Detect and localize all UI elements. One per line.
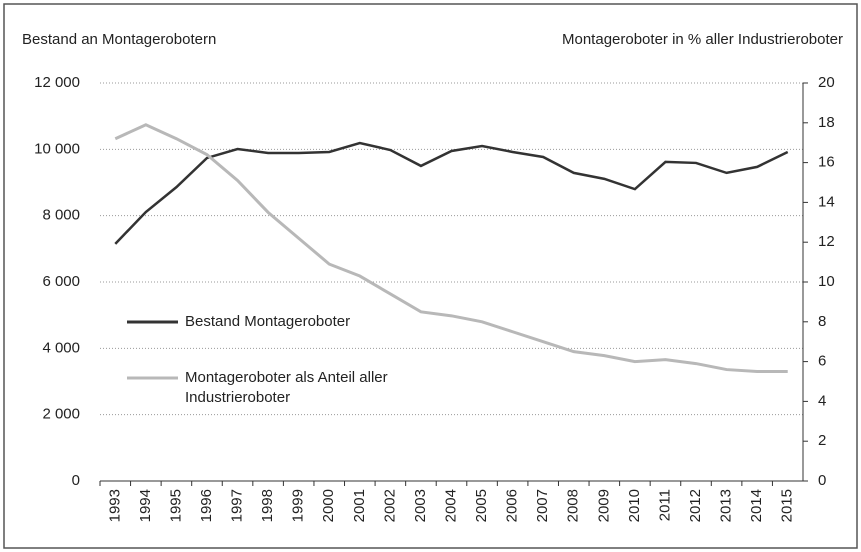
- y-axis-title: Bestand an Montagerobotern: [22, 31, 216, 48]
- x-tick-label: 2000: [320, 489, 337, 522]
- legend-label: Bestand Montageroboter: [185, 313, 350, 330]
- y-tick-label: 2 000: [42, 406, 80, 423]
- y2-tick-label: 4: [818, 392, 826, 409]
- x-tick-label: 2004: [442, 489, 459, 522]
- y2-tick-label: 2: [818, 432, 826, 449]
- data-line: [114, 123, 788, 374]
- x-tick-label: 2007: [534, 489, 551, 522]
- x-tick-label: 2014: [748, 489, 765, 522]
- x-tick-label: 2013: [718, 489, 735, 522]
- legend-label: Montageroboter als Anteil aller Industrie…: [185, 369, 388, 406]
- y2-tick-label: 20: [818, 74, 835, 91]
- data-line: [114, 141, 789, 245]
- x-tick-label: 1993: [106, 489, 123, 522]
- x-tick-label: 2006: [504, 489, 521, 522]
- y2-tick-label: 12: [818, 233, 835, 250]
- x-tick-label: 2010: [626, 489, 643, 522]
- y2-tick-label: 18: [818, 114, 835, 131]
- y-tick-label: 12 000: [34, 74, 80, 91]
- x-tick-label: 1998: [259, 489, 276, 522]
- x-tick-label: 2012: [687, 489, 704, 522]
- x-tick-label: 2009: [595, 489, 612, 522]
- y-tick-label: 10 000: [34, 140, 80, 157]
- x-tick-label: 2001: [351, 489, 368, 522]
- y-tick-label: 8 000: [42, 207, 80, 224]
- y2-tick-label: 16: [818, 154, 835, 171]
- y2-axis-title: Montageroboter in % aller Industrierobot…: [562, 31, 843, 48]
- x-tick-label: 1995: [167, 489, 184, 522]
- x-tick-label: 1994: [137, 489, 154, 522]
- x-tick-label: 1996: [198, 489, 215, 522]
- x-tick-label: 1997: [229, 489, 246, 522]
- y-tick-label: 4 000: [42, 339, 80, 356]
- x-tick-label: 1999: [290, 489, 307, 522]
- x-tick-label: 2011: [656, 489, 673, 521]
- y2-tick-label: 8: [818, 313, 826, 330]
- y2-tick-label: 10: [818, 273, 835, 290]
- x-tick-label: 2008: [565, 489, 582, 522]
- frame: [3, 3, 858, 549]
- y-tick-label: 6 000: [42, 273, 80, 290]
- y2-tick-label: 14: [818, 193, 835, 210]
- x-tick-label: 2005: [473, 489, 490, 522]
- y2-tick-label: 6: [818, 353, 826, 370]
- x-tick-label: 2003: [412, 489, 429, 522]
- y-tick-label: 0: [72, 472, 80, 489]
- x-tick-label: 2015: [779, 489, 796, 522]
- x-tick-label: 2002: [381, 489, 398, 522]
- y2-tick-label: 0: [818, 472, 826, 489]
